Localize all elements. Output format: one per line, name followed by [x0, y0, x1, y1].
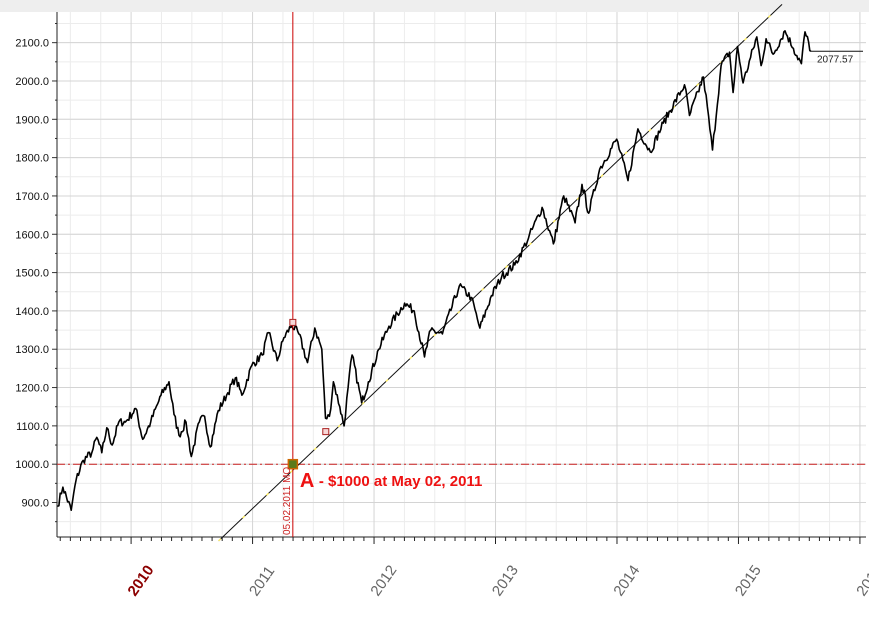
grid-major: [57, 12, 866, 537]
y-tick-label: 1500.0: [15, 268, 49, 280]
top-bar: [0, 0, 869, 12]
annotation-text: - $1000 at May 02, 2011: [319, 473, 482, 490]
anchor-marker: [287, 458, 299, 470]
trendline-group: [218, 3, 783, 542]
y-tick-label: 1900.0: [15, 114, 49, 126]
x-tick-label: 2015: [732, 562, 765, 599]
annotation-letter: A: [300, 470, 314, 492]
y-tick-label: 900.0: [21, 498, 49, 510]
marker-date-label: 05.02.2011 MO: [282, 467, 293, 535]
x-tick-label: 2016: [853, 562, 869, 599]
y-tick-label: 2000.0: [15, 76, 49, 88]
x-tick-label: 2011: [246, 563, 278, 599]
marker-group: [287, 12, 330, 537]
x-tick-label: 2012: [367, 562, 400, 599]
y-tick-label: 1400.0: [15, 306, 49, 318]
x-tick-label: 2013: [489, 562, 522, 599]
y-tick-label: 1000.0: [15, 459, 49, 471]
x-tick-label: 2010: [124, 562, 157, 599]
grid-minor: [57, 12, 866, 537]
last-value-label: 2077.57: [817, 54, 854, 65]
trendline: [218, 3, 783, 542]
y-tick-label: 1200.0: [15, 383, 49, 395]
y-tick-label: 1600.0: [15, 229, 49, 241]
y-axis: 900.0 1000.0 1100.0 1200.0 1300.0 1400.0 1500.…: [15, 12, 58, 537]
series-group: [57, 30, 864, 511]
y-tick-label: 1100.0: [16, 421, 49, 433]
x-axis: 2010 2011 2012 2013 2014 2015 2016: [57, 536, 869, 599]
y-tick-label: 1300.0: [15, 344, 49, 356]
y-tick-label: 1800.0: [15, 153, 49, 165]
x-tick-label: 2014: [610, 562, 643, 599]
point-marker: [289, 318, 297, 326]
y-tick-label: 2100.0: [15, 38, 49, 50]
series-line-0: [57, 30, 812, 511]
point-marker: [322, 428, 330, 436]
y-tick-label: 1700.0: [15, 191, 49, 203]
